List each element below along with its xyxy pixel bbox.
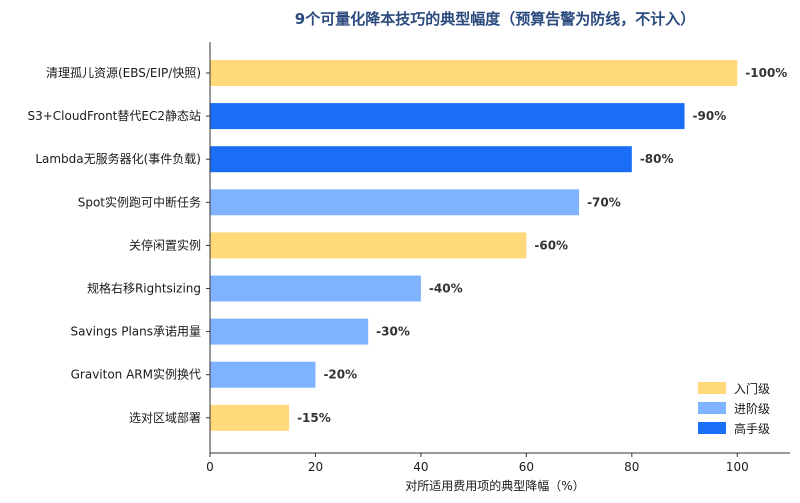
category-label-4: Spot实例跑可中断任务: [78, 194, 201, 209]
x-axis-title: 对所适用费用项的典型降幅（%）: [405, 478, 584, 493]
value-label-3: -80%: [640, 152, 674, 166]
value-label-1: -100%: [745, 66, 787, 80]
bar-4: [210, 189, 580, 216]
category-label-7: Savings Plans承诺用量: [71, 325, 201, 339]
category-label-6: 规格右移Rightsizing: [87, 281, 201, 296]
category-label-5: 关停闲置实例: [129, 237, 201, 252]
category-label-9: 选对区域部署: [129, 410, 201, 425]
bar-9: [210, 404, 290, 431]
bar-3: [210, 146, 632, 173]
bar-5: [210, 232, 527, 259]
x-tick-label-60: 60: [519, 460, 534, 474]
value-label-2: -90%: [693, 109, 727, 123]
legend-swatch-3: [698, 422, 726, 434]
value-label-4: -70%: [587, 195, 621, 209]
x-tick-label-20: 20: [308, 460, 323, 474]
bar-8: [210, 361, 316, 388]
category-label-1: 清理孤儿资源(EBS/EIP/快照): [46, 66, 201, 80]
value-label-6: -40%: [429, 282, 463, 296]
category-label-8: Graviton ARM实例换代: [71, 367, 201, 382]
value-label-5: -60%: [534, 238, 568, 252]
category-label-2: S3+CloudFront替代EC2静态站: [27, 109, 201, 123]
value-label-8: -20%: [323, 368, 357, 382]
legend-label-3: 高手级: [734, 421, 770, 436]
chart-title: 9个可量化降本技巧的典型幅度（预算告警为防线，不计入）: [295, 10, 695, 28]
legend-label-1: 入门级: [734, 381, 770, 396]
value-label-9: -15%: [297, 411, 331, 425]
bar-1: [210, 60, 738, 86]
legend-swatch-2: [698, 402, 726, 414]
legend-label-2: 进阶级: [734, 402, 770, 416]
value-label-7: -30%: [376, 325, 410, 339]
legend-swatch-1: [698, 382, 726, 394]
bar-2: [210, 103, 685, 130]
axes-layer: 0 20 40 60 80 100: [206, 42, 790, 474]
x-tick-label-100: 100: [726, 460, 749, 474]
bar-7: [210, 318, 369, 345]
bar-6: [210, 275, 421, 302]
x-tick-label-0: 0: [206, 460, 214, 474]
x-tick-label-40: 40: [413, 460, 428, 474]
bars-layer: 清理孤儿资源(EBS/EIP/快照) -100% S3+CloudFront替代EC…: [27, 60, 787, 431]
x-tick-label-80: 80: [624, 460, 639, 474]
category-label-3: Lambda无服务器化(事件负载): [35, 151, 201, 166]
